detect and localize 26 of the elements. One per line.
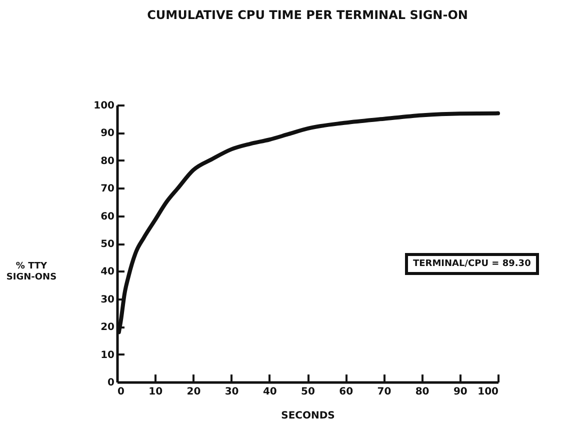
x-axis-title: SECONDS (281, 410, 335, 422)
y-tick-label: 40 (100, 266, 115, 278)
y-tick-label: 30 (100, 294, 115, 306)
note-box: TERMINAL/CPU = 89.30 (405, 253, 539, 275)
y-tick-label: 10 (100, 350, 115, 361)
y-axis-title: % TTY SIGN-ONS (6, 262, 57, 282)
y-tick-label: 100 (94, 100, 115, 112)
x-tick-label: 0 (118, 386, 124, 398)
x-tick-label: 20 (186, 386, 201, 398)
y-tick-label: 50 (100, 239, 115, 250)
x-tick-label: 50 (301, 386, 315, 398)
x-tick-label: 10 (148, 386, 163, 398)
y-tick-label: 80 (100, 156, 115, 167)
x-tick-label: 100 (478, 386, 499, 398)
y-tick-label: 90 (100, 128, 115, 140)
y-tick-label: 0 (108, 378, 115, 388)
x-tick-label: 30 (224, 386, 239, 398)
x-tick-label: 70 (377, 386, 392, 398)
chart-title: CUMULATIVE CPU TIME PER TERMINAL SIGN-ON (147, 8, 468, 22)
x-tick-label: 90 (453, 386, 468, 398)
x-tick-label: 60 (339, 386, 354, 398)
x-tick-label: 40 (262, 386, 277, 398)
y-tick-label: 20 (100, 322, 115, 334)
x-tick-label: 80 (415, 386, 430, 398)
y-tick-label: 70 (100, 184, 115, 195)
y-tick-label: 60 (100, 211, 115, 222)
